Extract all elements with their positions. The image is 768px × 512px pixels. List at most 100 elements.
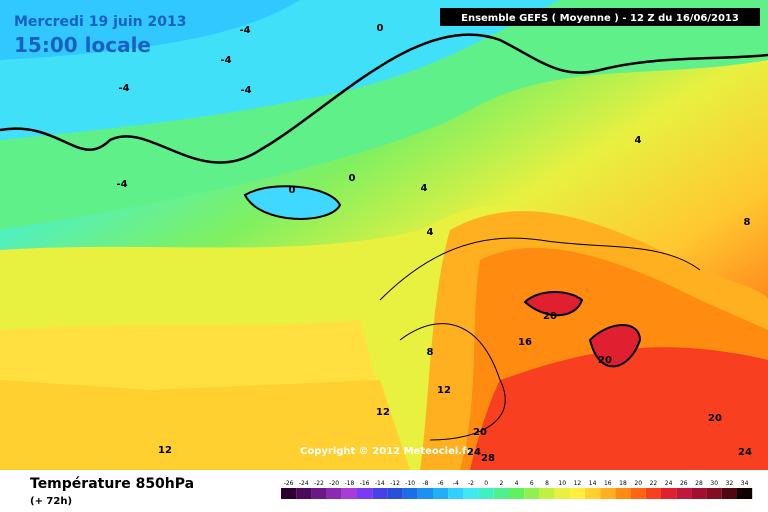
scale-swatch (417, 488, 433, 499)
scale-label: -16 (360, 480, 370, 487)
copyright: Copyright © 2012 Meteociel.fr (300, 446, 471, 457)
contour-label: 0 (289, 185, 296, 196)
band-red (470, 347, 768, 470)
contour-label: -4 (116, 179, 127, 190)
scale-swatch (387, 488, 403, 499)
scale-swatch (402, 488, 418, 499)
hot-core (523, 291, 584, 317)
scale-label: -20 (329, 480, 339, 487)
scale-label: 0 (484, 480, 488, 487)
contour-label: 28 (481, 453, 495, 464)
contour-label: 20 (473, 427, 487, 438)
scale-label: 10 (558, 480, 566, 487)
scale-swatch (661, 488, 677, 499)
scale-swatch (691, 488, 707, 499)
scale-swatch (600, 488, 616, 499)
scale-label: 30 (710, 480, 718, 487)
time-text: 15:00 locale (14, 33, 151, 57)
contour-label: 8 (744, 217, 751, 228)
scale-label: 22 (650, 480, 658, 487)
contour-label: -4 (239, 25, 250, 36)
scale-swatch (311, 488, 327, 499)
scale-label: 28 (695, 480, 703, 487)
scale-swatch (721, 488, 737, 499)
scale-swatch (676, 488, 692, 499)
scale-swatch (326, 488, 342, 499)
scale-swatch (509, 488, 525, 499)
contour-label: 0 (377, 23, 384, 34)
scale-swatch (630, 488, 646, 499)
scale-label: -6 (438, 480, 444, 487)
scale-label: 12 (574, 480, 582, 487)
scale-swatch (569, 488, 585, 499)
scale-label: 4 (515, 480, 519, 487)
band-light-orange (0, 380, 410, 470)
scale-label: 14 (589, 480, 597, 487)
scale-label: 26 (680, 480, 688, 487)
scale-swatch (296, 488, 312, 499)
band-blue (0, 0, 300, 60)
contour-label: 24 (467, 447, 481, 458)
scale-label: -10 (405, 480, 415, 487)
scale-swatch (539, 488, 555, 499)
model-text: Ensemble GEFS ( Moyenne ) - 12 Z du 16/0… (461, 13, 739, 24)
scale-swatch (341, 488, 357, 499)
scale-label: 2 (499, 480, 503, 487)
scale-label: 34 (741, 480, 749, 487)
contour-label: 20 (543, 311, 557, 322)
scale-label: -4 (453, 480, 459, 487)
scale-label: -2 (468, 480, 474, 487)
cold-pocket (243, 185, 342, 220)
hot-core (588, 324, 642, 368)
scale-label: -14 (375, 480, 385, 487)
contour-label: -4 (240, 85, 251, 96)
scale-swatch (463, 488, 479, 499)
scale-label: -22 (314, 480, 324, 487)
coastline (379, 237, 701, 441)
scale-label: 18 (619, 480, 627, 487)
scale-swatch (372, 488, 388, 499)
scale-swatch (585, 488, 601, 499)
date-text: Mercredi 19 juin 2013 (14, 14, 186, 30)
footer-title: Température 850hPa (30, 476, 194, 492)
scale-label: 20 (634, 480, 642, 487)
scale-swatch (554, 488, 570, 499)
contour-label: 20 (708, 413, 722, 424)
contour-label: 4 (421, 183, 428, 194)
scale-swatch (706, 488, 722, 499)
contour-label: 4 (635, 135, 642, 146)
contour-label: 12 (158, 445, 172, 456)
contour-label: -4 (118, 83, 129, 94)
scale-swatch (615, 488, 631, 499)
scale-swatch (448, 488, 464, 499)
scale-swatch (478, 488, 494, 499)
scale-label: -24 (299, 480, 309, 487)
contour-label: 12 (376, 407, 390, 418)
color-scale: -26 -24 -22 -20 -18 -16 -14 -12 -10 -8 -6 -4 -2 0 2 4 6 8… (281, 480, 753, 499)
scale-swatch (737, 488, 753, 499)
scale-label: -8 (422, 480, 428, 487)
scale-label: -18 (344, 480, 354, 487)
contour-label: 24 (738, 447, 752, 458)
contour-label: 8 (427, 347, 434, 358)
scale-swatch (645, 488, 661, 499)
contour-label: 0 (349, 173, 356, 184)
contour-label: -4 (220, 55, 231, 66)
scale-swatch (493, 488, 509, 499)
model-banner (440, 8, 760, 26)
contour-label: 16 (518, 337, 532, 348)
contour-0 (0, 33, 768, 164)
contour-label: 20 (598, 355, 612, 366)
scale-label: -26 (284, 480, 294, 487)
scale-swatch (357, 488, 373, 499)
contour-label: 4 (427, 227, 434, 238)
scale-label: 16 (604, 480, 612, 487)
scale-label: 6 (530, 480, 534, 487)
scale-swatch (524, 488, 540, 499)
contour-label: 12 (437, 385, 451, 396)
scale-swatch (281, 488, 297, 499)
scale-label: -12 (390, 480, 400, 487)
